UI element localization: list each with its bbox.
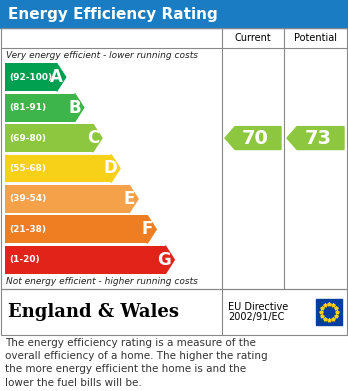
Text: G: G (158, 251, 171, 269)
Bar (1, 289, 347, 335)
Text: Not energy efficient - higher running costs: Not energy efficient - higher running co… (6, 278, 198, 287)
Text: D: D (103, 160, 117, 178)
Bar (5, 185, 129, 213)
Polygon shape (93, 124, 102, 152)
Polygon shape (147, 215, 156, 243)
Text: (21-38): (21-38) (9, 225, 46, 234)
Text: Energy Efficiency Rating: Energy Efficiency Rating (8, 7, 218, 22)
Bar (1, 289, 347, 335)
Bar (5, 215, 147, 243)
Text: 2002/91/EC: 2002/91/EC (228, 312, 284, 322)
Text: (1-20): (1-20) (9, 255, 40, 264)
Text: Potential: Potential (294, 33, 337, 43)
Bar (5, 63, 57, 91)
Text: (92-100): (92-100) (9, 73, 52, 82)
Polygon shape (165, 246, 174, 274)
Text: (81-91): (81-91) (9, 103, 46, 112)
Text: EU Directive: EU Directive (228, 302, 288, 312)
Bar (1, 28, 347, 289)
Polygon shape (57, 63, 66, 91)
Bar (5, 124, 93, 152)
Bar (5, 154, 111, 183)
Bar (0, 0, 348, 28)
Polygon shape (225, 127, 281, 149)
Text: 70: 70 (242, 129, 269, 147)
Bar (5, 246, 165, 274)
Text: 73: 73 (304, 129, 332, 147)
Text: B: B (68, 99, 81, 117)
Text: The energy efficiency rating is a measure of the
overall efficiency of a home. T: The energy efficiency rating is a measur… (5, 338, 268, 387)
Text: (39-54): (39-54) (9, 194, 46, 203)
Polygon shape (129, 185, 138, 213)
Text: Current: Current (235, 33, 271, 43)
Polygon shape (287, 127, 344, 149)
Text: (55-68): (55-68) (9, 164, 46, 173)
Polygon shape (111, 154, 120, 183)
Text: F: F (142, 221, 153, 239)
Text: E: E (124, 190, 135, 208)
Bar (5, 94, 75, 122)
Bar (316, 299, 342, 325)
Text: Very energy efficient - lower running costs: Very energy efficient - lower running co… (6, 50, 198, 59)
Text: A: A (50, 68, 63, 86)
Text: C: C (87, 129, 99, 147)
Polygon shape (75, 94, 84, 122)
Text: (69-80): (69-80) (9, 134, 46, 143)
Text: England & Wales: England & Wales (8, 303, 179, 321)
